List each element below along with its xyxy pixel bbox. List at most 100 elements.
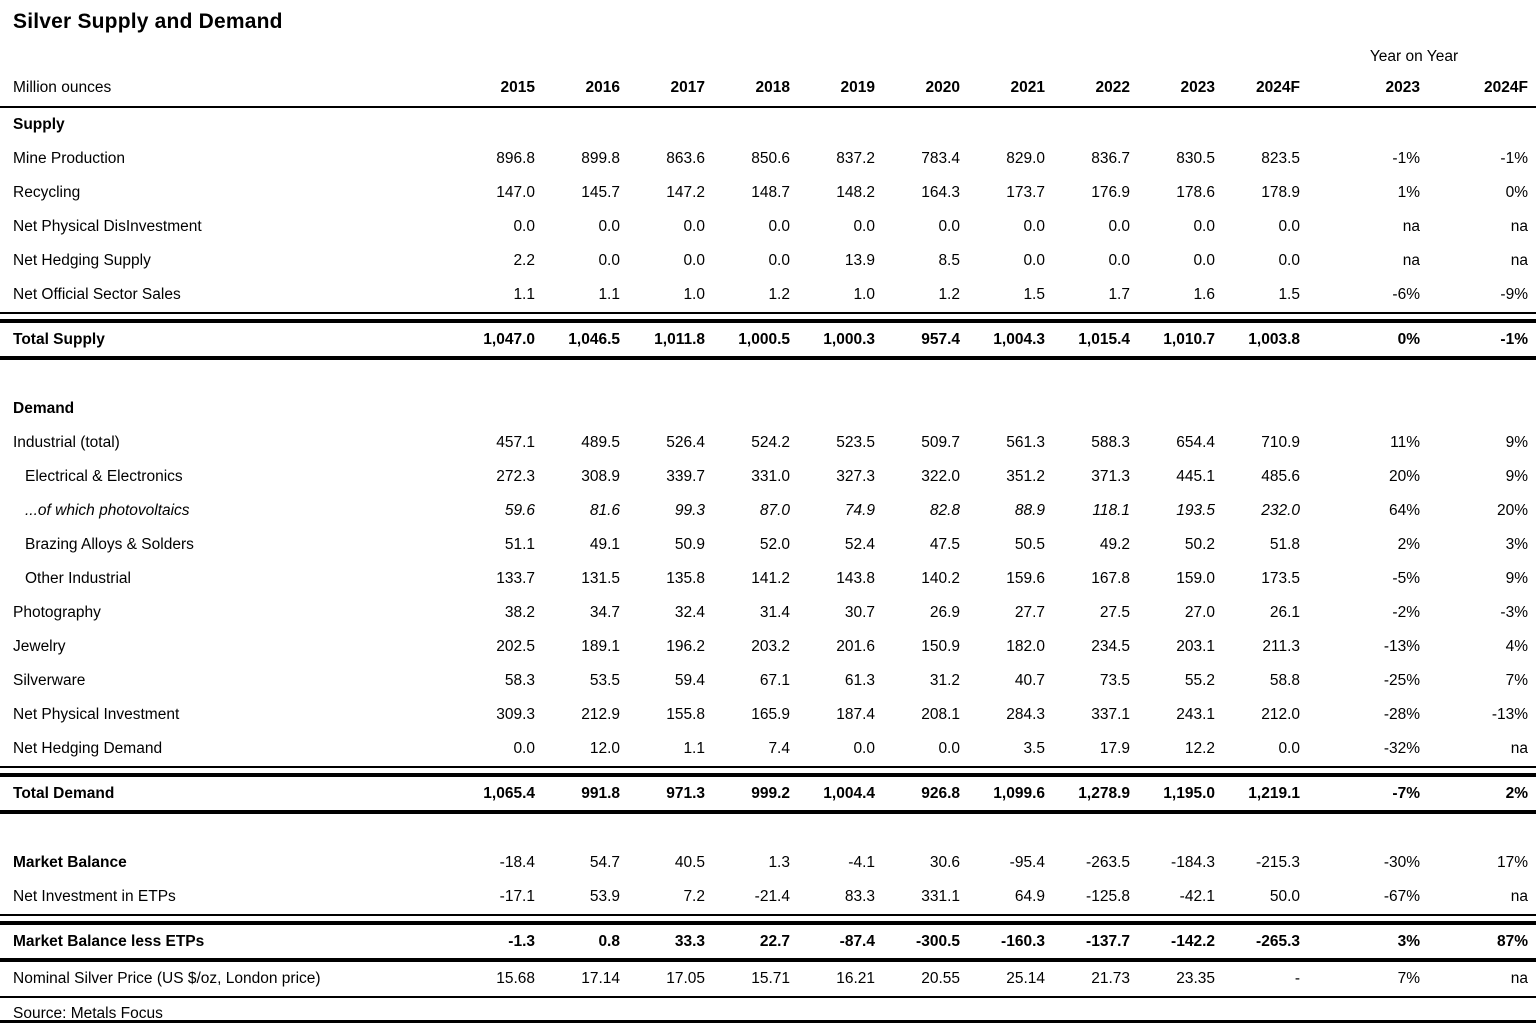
yoy-cell: na — [1420, 732, 1536, 768]
yoy-cell: -7% — [1300, 773, 1420, 814]
page-title: Silver Supply and Demand — [13, 10, 283, 33]
value-cell: 0.0 — [768, 218, 790, 235]
value-cell: 1.2 — [705, 278, 790, 314]
spacer-row — [0, 313, 1536, 321]
value-cell: 88.9 — [1014, 502, 1045, 519]
value-cell: 99.3 — [674, 502, 705, 519]
spacer-row — [0, 915, 1536, 923]
table-row: Recycling 147.0 145.7 147.2 148.7 148.2 164.3 1… — [0, 176, 1536, 210]
value-cell: 182.0 — [1006, 638, 1045, 655]
value-cell: 1,015.4 — [1045, 319, 1130, 360]
yoy-cell: na — [1402, 218, 1420, 235]
value-cell: 67.1 — [759, 672, 790, 689]
value-cell: 15.71 — [705, 960, 790, 998]
value-cell: 1.1 — [535, 278, 620, 314]
value-cell: 31.2 — [929, 672, 960, 689]
value-cell: 561.3 — [1006, 434, 1045, 451]
yoy-cell: na — [1510, 252, 1528, 269]
value-cell: 50.0 — [1215, 880, 1300, 916]
value-cell: -137.7 — [1045, 921, 1130, 962]
table-row: Silverware 58.3 53.5 59.4 67.1 61.3 31.2 40.7 73… — [0, 664, 1536, 698]
value-cell: 40.7 — [1014, 672, 1045, 689]
value-cell: 0.0 — [683, 218, 705, 235]
value-cell: 196.2 — [666, 638, 705, 655]
yoy-cell: 64% — [1388, 502, 1420, 519]
value-cell: 27.0 — [1184, 604, 1215, 621]
value-cell: 523.5 — [836, 434, 875, 451]
value-cell: 73.5 — [1099, 672, 1130, 689]
value-cell: 710.9 — [1261, 434, 1300, 451]
value-cell: 165.9 — [751, 706, 790, 723]
value-cell: 526.4 — [666, 434, 705, 451]
value-cell: 0.0 — [875, 732, 960, 768]
yoy-cell: 9% — [1505, 434, 1528, 451]
row-label: Net Official Sector Sales — [0, 278, 450, 314]
value-cell: 55.2 — [1184, 672, 1215, 689]
row-label: Other Industrial — [25, 570, 131, 587]
yoy-cell: -5% — [1392, 570, 1420, 587]
value-cell: 61.3 — [844, 672, 875, 689]
value-cell: 654.4 — [1176, 434, 1215, 451]
value-cell: 991.8 — [535, 773, 620, 814]
spacer-cell — [0, 313, 1536, 321]
value-cell: 0.0 — [598, 218, 620, 235]
column-header: 2018 — [705, 70, 790, 108]
spacer-cell — [0, 358, 1536, 392]
table-row: Other Industrial 133.7 131.5 135.8 141.2 143.… — [0, 562, 1536, 596]
value-cell: -160.3 — [960, 921, 1045, 962]
value-cell: 164.3 — [921, 184, 960, 201]
value-cell: 25.14 — [960, 960, 1045, 998]
row-label: Nominal Silver Price (US $/oz, London pr… — [0, 960, 450, 998]
value-cell: 22.7 — [705, 921, 790, 962]
value-cell: 33.3 — [620, 921, 705, 962]
value-cell: 971.3 — [620, 773, 705, 814]
value-cell: 59.4 — [674, 672, 705, 689]
yoy-cell: -9% — [1420, 278, 1536, 314]
row-label: Mine Production — [13, 150, 126, 167]
yoy-cell: 3% — [1505, 536, 1528, 553]
value-cell: 7.2 — [620, 880, 705, 916]
value-cell: 140.2 — [921, 570, 960, 587]
value-cell: 1.0 — [620, 278, 705, 314]
value-cell: 150.9 — [921, 638, 960, 655]
value-cell: 148.7 — [751, 184, 790, 201]
row-label: Net Investment in ETPs — [0, 880, 450, 916]
value-cell: 339.7 — [666, 468, 705, 485]
value-cell: 118.1 — [1092, 502, 1130, 519]
value-cell: 51.8 — [1269, 536, 1300, 553]
year-on-year-header: Year on Year — [1369, 48, 1459, 65]
yoy-cell: 87% — [1420, 921, 1536, 962]
column-header-row: Million ounces 2015 2016 2017 2018 2019 2020 2… — [0, 70, 1536, 108]
value-cell: 457.1 — [496, 434, 535, 451]
yoy-cell: -67% — [1300, 880, 1420, 916]
yoy-cell: -30% — [1383, 854, 1420, 871]
value-cell: 13.9 — [844, 252, 875, 269]
table-row: Demand — [0, 392, 1536, 426]
value-cell: 49.2 — [1099, 536, 1130, 553]
value-cell: 1.1 — [450, 278, 535, 314]
value-cell: 1.2 — [875, 278, 960, 314]
value-cell: -263.5 — [1086, 854, 1130, 871]
value-cell: 957.4 — [875, 319, 960, 360]
value-cell: 30.6 — [929, 854, 960, 871]
value-cell: 1,011.8 — [620, 319, 705, 360]
value-cell: 27.5 — [1099, 604, 1130, 621]
row-label: Net Physical DisInvestment — [13, 218, 202, 235]
value-cell: 7.4 — [705, 732, 790, 768]
table-row: Mine Production 896.8 899.8 863.6 850.6 837.2… — [0, 142, 1536, 176]
row-label: Recycling — [13, 184, 81, 201]
value-cell: 203.1 — [1176, 638, 1215, 655]
value-cell: 82.8 — [929, 502, 960, 519]
yoy-cell: -13% — [1383, 638, 1420, 655]
value-cell: 31.4 — [759, 604, 790, 621]
value-cell: 74.9 — [844, 502, 875, 519]
column-header: 2024F — [1215, 70, 1300, 108]
value-cell: -18.4 — [499, 854, 535, 871]
value-cell: 30.7 — [844, 604, 875, 621]
value-cell: -95.4 — [1009, 854, 1045, 871]
value-cell: -300.5 — [875, 921, 960, 962]
value-cell: 308.9 — [581, 468, 620, 485]
value-cell: -21.4 — [705, 880, 790, 916]
value-cell: 51.1 — [504, 536, 535, 553]
row-label: Industrial (total) — [13, 434, 120, 451]
